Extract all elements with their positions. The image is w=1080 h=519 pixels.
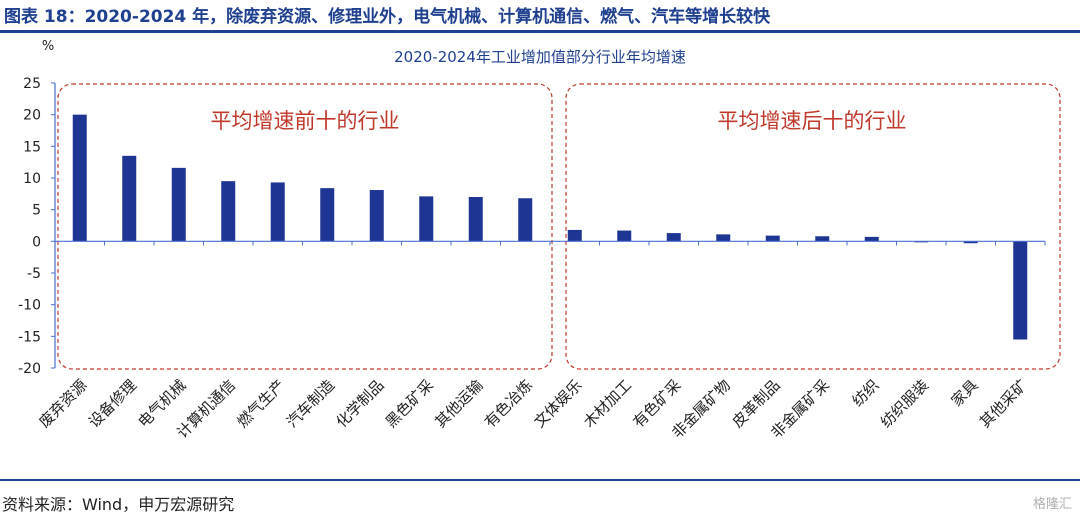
bar — [320, 188, 335, 242]
x-tick-label: 其他运输 — [431, 376, 486, 431]
bar — [963, 241, 978, 244]
bar — [716, 234, 731, 242]
bar — [419, 196, 434, 242]
y-tick-label: 20 — [23, 108, 41, 124]
bar — [567, 229, 582, 242]
y-tick-label: -20 — [18, 361, 41, 377]
y-tick-label: 25 — [23, 76, 41, 92]
bar — [518, 198, 533, 242]
x-tick-label: 其他采矿 — [976, 376, 1031, 431]
y-axis-unit: % — [42, 39, 54, 54]
bar — [72, 114, 87, 242]
bar — [468, 197, 483, 242]
bar — [815, 236, 830, 242]
x-tick-label: 设备修理 — [85, 376, 140, 431]
y-tick-label: 0 — [32, 234, 41, 250]
y-tick-label: 5 — [32, 203, 41, 219]
top-group-box — [57, 83, 553, 370]
bar — [1013, 241, 1028, 340]
title-divider — [0, 30, 1080, 33]
bottom-group-label: 平均增速后十的行业 — [718, 109, 907, 133]
x-tick-label: 有色冶炼 — [481, 376, 536, 431]
x-tick-label: 燃气生产 — [233, 376, 288, 431]
bar — [617, 230, 632, 242]
y-tick-label: -15 — [18, 329, 41, 345]
x-axis — [55, 240, 1046, 246]
x-tick-label: 汽车制造 — [283, 376, 338, 431]
x-tick-label: 化学制品 — [332, 376, 387, 431]
bar — [864, 236, 879, 242]
chart-title: 2020-2024年工业增加值部分行业年均增速 — [394, 48, 686, 66]
x-tick-label: 文体娱乐 — [530, 376, 585, 431]
source-note: 资料来源：Wind，申万宏源研究 — [2, 495, 235, 514]
watermark-logo: 格隆汇 — [1032, 497, 1072, 512]
footer-divider — [0, 479, 1080, 481]
y-tick-label: -5 — [27, 266, 41, 282]
x-tick-labels: 废弃资源设备修理电气机械计算机通信燃气生产汽车制造化学制品黑色矿采其他运输有色冶… — [35, 376, 1031, 442]
bar-series — [72, 114, 1028, 340]
x-tick-label: 木材加工 — [580, 376, 635, 431]
bar — [122, 155, 137, 242]
x-tick-label: 黑色矿采 — [382, 376, 437, 431]
y-tick-label: -10 — [18, 298, 41, 314]
y-tick-label: 15 — [23, 139, 41, 155]
bar — [666, 233, 681, 242]
y-axis: 25 20 15 10 5 0 -5 -10 -15 -20 — [18, 76, 56, 377]
x-tick-label: 纺织 — [849, 376, 883, 410]
bar — [765, 235, 780, 242]
figure-title: 图表 18：2020-2024 年，除废弃资源、修理业外，电气机械、计算机通信、… — [4, 7, 771, 27]
x-tick-label: 纺织服装 — [877, 376, 932, 431]
bar — [171, 167, 186, 242]
bar — [270, 182, 285, 242]
bar — [221, 181, 236, 242]
bar-chart: 2020-2024年工业增加值部分行业年均增速 % 平均增速前十的行业 平均增速… — [18, 39, 1061, 442]
y-tick-label: 10 — [23, 171, 41, 187]
x-tick-label: 废弃资源 — [35, 376, 90, 431]
bottom-group-box — [565, 83, 1061, 370]
bar — [369, 190, 384, 242]
x-tick-label: 家具 — [948, 376, 982, 410]
top-group-label: 平均增速前十的行业 — [211, 109, 400, 133]
